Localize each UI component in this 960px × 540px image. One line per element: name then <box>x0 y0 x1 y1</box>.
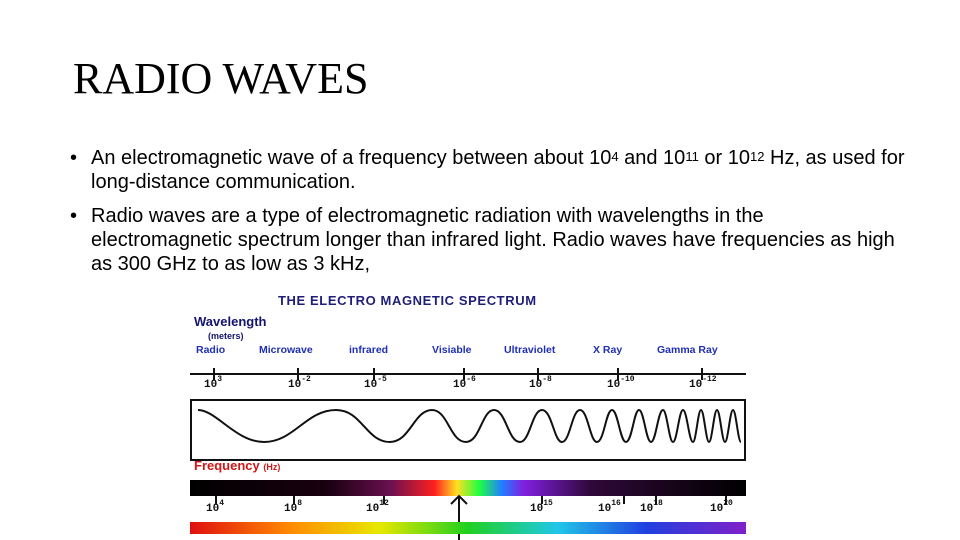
spectrum-title: THE ELECTRO MAGNETIC SPECTRUM <box>278 293 537 308</box>
slide-title: RADIO WAVES <box>73 54 369 103</box>
band-radio: Radio <box>196 344 226 356</box>
wavelength-tick-label: 10-10 <box>607 375 635 391</box>
frequency-bar <box>190 480 746 496</box>
frequency-tick-label: 1018 <box>640 499 663 515</box>
em-spectrum-diagram: THE ELECTRO MAGNETIC SPECTRUM Wavelength… <box>186 290 752 540</box>
frequency-label: Frequency (Hz) <box>194 458 281 473</box>
frequency-tick-label: 1012 <box>366 499 389 515</box>
wavelength-tick-label: 10-5 <box>364 375 387 391</box>
frequency-tick-label: 1015 <box>530 499 553 515</box>
bullet-dot: • <box>70 205 78 227</box>
wave-box <box>190 399 746 461</box>
band-x-ray: X Ray <box>593 344 623 356</box>
frequency-tick-label: 104 <box>206 499 225 515</box>
wavelength-tick-label: 10-8 <box>529 375 552 391</box>
wavelength-tick-label: 10-12 <box>689 375 717 391</box>
band-gamma-ray: Gamma Ray <box>657 344 718 356</box>
frequency-tick-label: 1020 <box>710 499 733 515</box>
band-microwave: Microwave <box>259 344 313 356</box>
wavelength-tick-marks <box>213 368 703 380</box>
wavelength-unit: (meters) <box>208 331 244 341</box>
bullet-text: Radio waves are a type of electromagneti… <box>91 205 895 275</box>
wavelength-wave <box>197 408 742 444</box>
bullet-item: • Radio waves are a type of electromagne… <box>70 204 910 276</box>
spectrum-graphics <box>190 368 746 540</box>
wavelength-tick-label: 10-6 <box>453 375 476 391</box>
band-ultraviolet: Ultraviolet <box>504 344 556 356</box>
bullet-text: An electromagnetic wave of a frequency b… <box>91 147 905 193</box>
wavelength-tick-label: 103 <box>204 375 223 391</box>
band-visible: Visiable <box>432 344 472 356</box>
bullet-dot: • <box>70 147 78 169</box>
visible-arrow-head <box>450 494 468 505</box>
frequency-tick-label: 108 <box>284 499 303 515</box>
visible-rainbow-strip <box>190 522 746 534</box>
frequency-tick-marks <box>215 496 727 504</box>
wavelength-tick-label: 10-2 <box>288 375 311 391</box>
wavelength-label: Wavelength <box>194 314 267 329</box>
band-infrared: infrared <box>349 344 389 356</box>
frequency-tick-label: 1016 <box>598 499 621 515</box>
bullet-list: • An electromagnetic wave of a frequency… <box>70 146 910 286</box>
bullet-item: • An electromagnetic wave of a frequency… <box>70 146 910 194</box>
